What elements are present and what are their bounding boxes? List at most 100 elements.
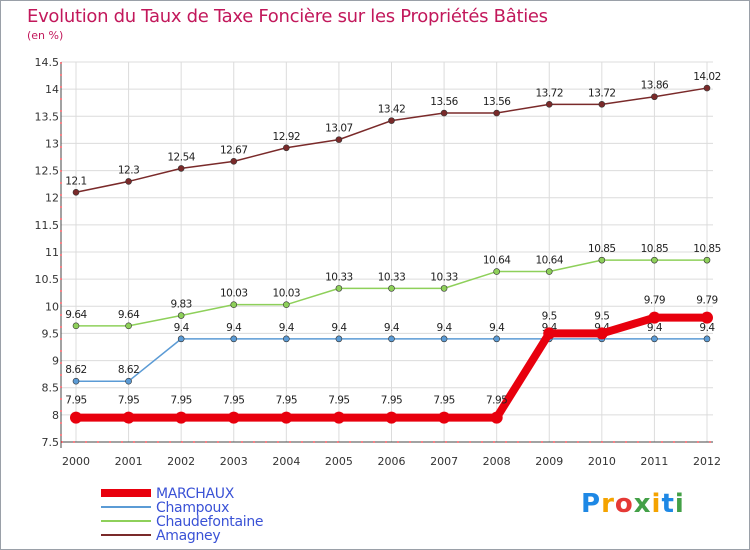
- y-tick-label: 8.5: [42, 382, 60, 395]
- data-point-marchaux: [280, 411, 293, 424]
- data-label-champoux: 9.4: [436, 322, 452, 334]
- x-tick-label: 2003: [220, 455, 248, 468]
- data-label-chaudefontaine: 10.03: [273, 288, 301, 300]
- data-label-champoux: 9.4: [279, 322, 295, 334]
- data-label-champoux: 9.4: [489, 322, 505, 334]
- data-label-chaudefontaine: 10.64: [535, 255, 563, 267]
- data-label-amagney: 12.67: [220, 144, 248, 156]
- data-point-amagney: [230, 158, 238, 165]
- data-label-chaudefontaine: 10.33: [430, 271, 458, 283]
- data-label-chaudefontaine: 10.64: [483, 255, 511, 267]
- x-tick-label: 2009: [535, 455, 563, 468]
- x-tick-label: 2004: [272, 455, 300, 468]
- x-tick-label: 2002: [167, 455, 195, 468]
- data-label-amagney: 12.3: [118, 164, 139, 176]
- data-point-champoux: [177, 335, 185, 343]
- y-tick-label: 9: [52, 355, 59, 368]
- y-tick-label: 11: [45, 246, 59, 259]
- data-point-chaudefontaine: [545, 268, 553, 275]
- data-point-chaudefontaine: [703, 256, 711, 264]
- data-point-champoux: [230, 335, 238, 343]
- data-point-chaudefontaine: [283, 301, 290, 308]
- y-tick-label: 13.5: [35, 110, 60, 123]
- data-label-marchaux: 7.95: [381, 395, 402, 407]
- x-tick-label: 2012: [693, 455, 721, 468]
- x-tick-label: 2006: [378, 455, 406, 468]
- data-label-marchaux: 9.5: [594, 310, 609, 322]
- x-tick-label: 2011: [640, 455, 668, 468]
- y-tick-label: 12: [45, 192, 59, 205]
- chart-title: Evolution du Taux de Taxe Foncière sur l…: [27, 6, 548, 27]
- data-label-champoux: 9.4: [174, 322, 190, 334]
- data-point-marchaux: [648, 311, 661, 324]
- data-point-chaudefontaine: [440, 285, 448, 292]
- data-label-marchaux: 7.95: [433, 395, 454, 407]
- data-label-marchaux: 7.95: [223, 395, 244, 407]
- data-label-amagney: 13.72: [588, 87, 616, 99]
- data-point-chaudefontaine: [72, 322, 80, 330]
- x-tick-label: 2010: [588, 455, 616, 468]
- data-point-amagney: [388, 117, 395, 124]
- data-label-amagney: 13.72: [535, 87, 563, 99]
- data-label-chaudefontaine: 9.64: [65, 309, 87, 321]
- data-point-marchaux: [332, 411, 345, 424]
- data-label-amagney: 14.02: [693, 71, 721, 83]
- data-label-marchaux: 7.95: [486, 395, 507, 407]
- data-label-amagney: 13.42: [378, 104, 406, 116]
- data-label-marchaux: 7.95: [65, 395, 86, 407]
- data-label-amagney: 12.92: [273, 131, 301, 143]
- data-point-marchaux: [70, 411, 82, 424]
- y-tick-label: 14.5: [35, 56, 60, 69]
- data-label-chaudefontaine: 9.64: [118, 309, 140, 321]
- data-point-amagney: [72, 188, 80, 196]
- data-label-amagney: 13.56: [483, 96, 511, 108]
- data-label-chaudefontaine: 10.85: [641, 243, 669, 255]
- data-label-marchaux: 7.95: [276, 395, 297, 407]
- data-point-marchaux: [227, 411, 240, 424]
- data-point-champoux: [72, 377, 80, 385]
- y-tick-label: 12.5: [35, 165, 60, 178]
- data-point-amagney: [440, 109, 448, 117]
- data-label-marchaux: 7.95: [328, 395, 349, 407]
- data-label-amagney: 13.56: [430, 96, 458, 108]
- data-label-champoux: 8.62: [118, 364, 139, 376]
- y-tick-label: 8: [52, 409, 59, 422]
- data-point-champoux: [440, 335, 448, 343]
- legend-label-amagney: Amagney: [156, 528, 220, 544]
- data-label-amagney: 12.54: [167, 151, 195, 163]
- data-label-champoux: 9.4: [226, 322, 242, 334]
- data-point-champoux: [283, 335, 290, 343]
- data-point-chaudefontaine: [335, 285, 343, 292]
- data-label-marchaux: 7.95: [170, 395, 191, 407]
- data-point-amagney: [545, 101, 553, 108]
- data-label-amagney: 13.86: [641, 80, 669, 92]
- data-point-marchaux: [490, 411, 503, 424]
- legend-label-champoux: Champoux: [156, 500, 229, 516]
- data-point-marchaux: [438, 411, 451, 424]
- data-point-chaudefontaine: [651, 256, 658, 264]
- x-tick-label: 2005: [325, 455, 353, 468]
- data-point-chaudefontaine: [230, 301, 238, 308]
- data-point-marchaux: [385, 411, 398, 424]
- data-label-chaudefontaine: 10.85: [588, 243, 616, 255]
- data-point-champoux: [125, 377, 132, 385]
- x-tick-label: 2001: [115, 455, 143, 468]
- data-point-amagney: [703, 84, 711, 92]
- legend-label-marchaux: MARCHAUX: [156, 486, 235, 502]
- proxiti-logo: Proxiti: [581, 489, 685, 519]
- data-label-marchaux: 9.79: [696, 295, 717, 307]
- data-point-marchaux: [543, 327, 556, 340]
- data-point-chaudefontaine: [177, 312, 185, 319]
- data-label-champoux: 9.4: [331, 322, 347, 334]
- data-label-champoux: 9.4: [699, 322, 715, 334]
- y-tick-label: 14: [45, 83, 59, 96]
- data-point-champoux: [493, 335, 500, 343]
- data-label-marchaux: 9.5: [542, 310, 557, 322]
- data-point-amagney: [493, 109, 500, 117]
- data-point-chaudefontaine: [493, 268, 500, 275]
- data-label-chaudefontaine: 10.03: [220, 288, 248, 300]
- data-point-marchaux: [122, 411, 135, 424]
- unit-label: (en %): [27, 29, 64, 42]
